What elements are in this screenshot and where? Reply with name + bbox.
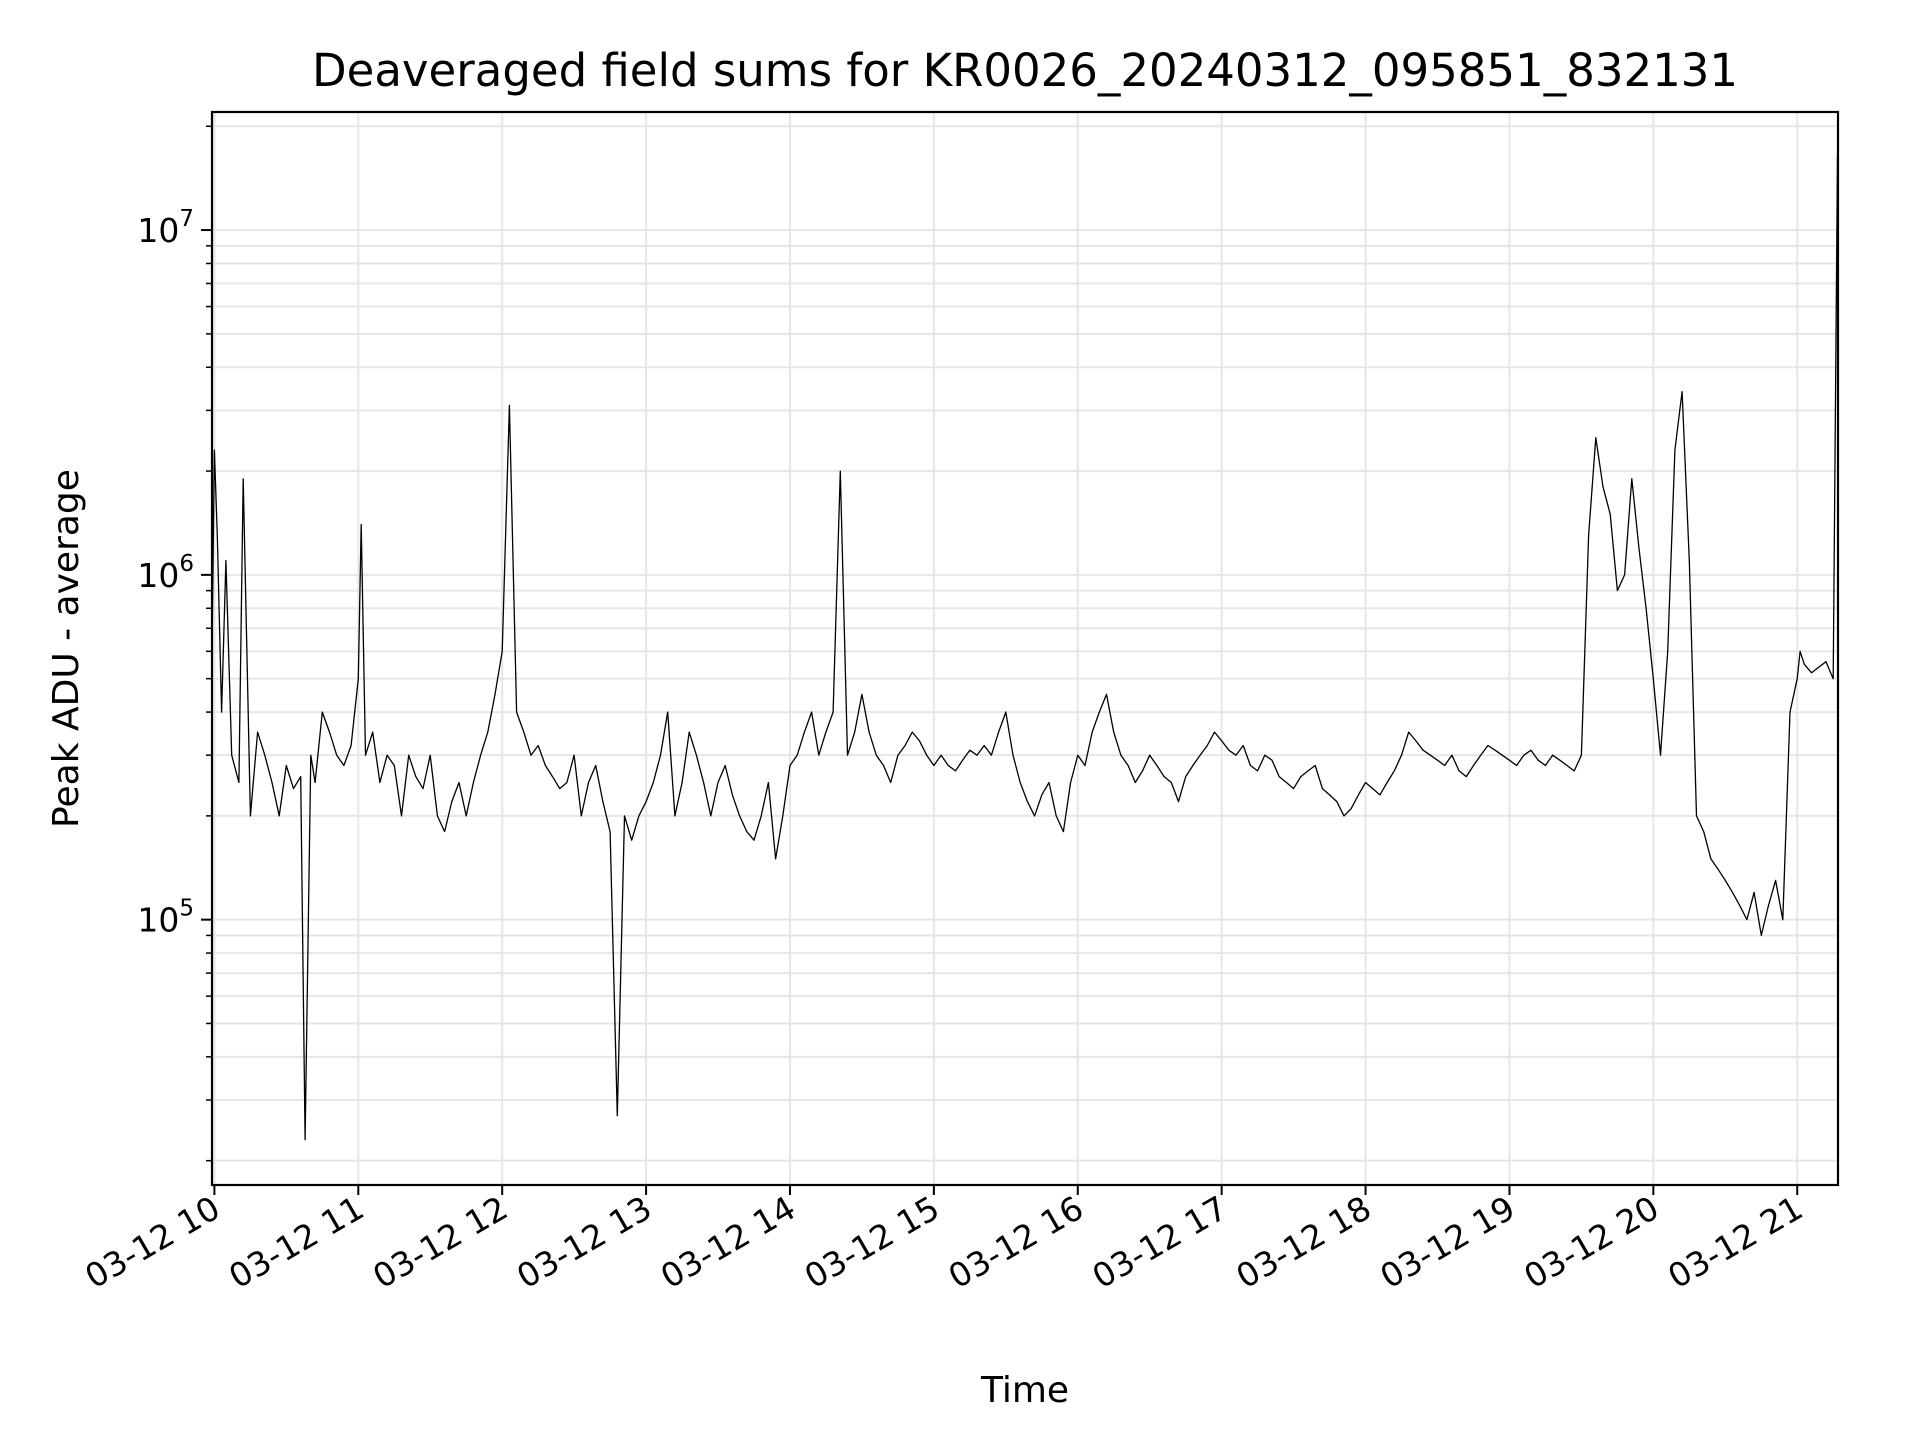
- y-tick-base: 10: [137, 211, 179, 250]
- y-tick-exponent: 7: [179, 206, 194, 232]
- grid-layer: [212, 112, 1838, 1185]
- y-tick-base: 10: [137, 556, 179, 595]
- y-tick-base: 10: [137, 901, 179, 940]
- y-axis-label: Peak ADU - average: [46, 469, 87, 828]
- y-tick-label: 106: [137, 551, 194, 595]
- plot-frame: [210, 110, 1840, 1187]
- chart-title: Deaveraged field sums for KR0026_2024031…: [312, 44, 1738, 97]
- y-tick-exponent: 6: [179, 551, 194, 577]
- x-axis-label: Time: [980, 1370, 1069, 1411]
- y-tick-exponent: 5: [179, 896, 194, 922]
- y-tick-label: 105: [137, 896, 194, 940]
- y-tick-label: 107: [137, 206, 194, 250]
- data-series-line: [211, 155, 1839, 1141]
- series-layer: [211, 155, 1839, 1141]
